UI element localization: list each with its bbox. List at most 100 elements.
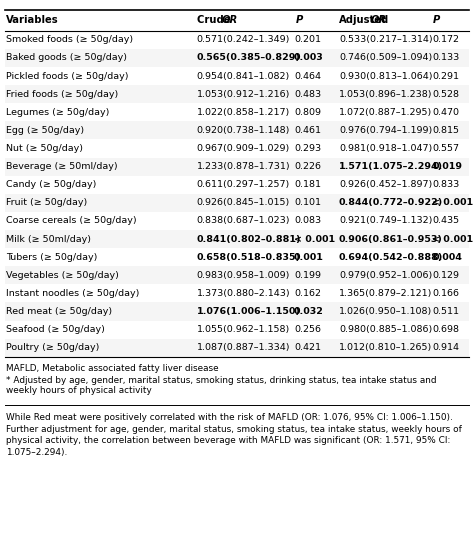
- Text: 1.076(1.006–1.150): 1.076(1.006–1.150): [197, 307, 301, 316]
- Text: Nut (≥ 50g/day): Nut (≥ 50g/day): [6, 144, 82, 153]
- Text: Seafood (≥ 50g/day): Seafood (≥ 50g/day): [6, 325, 105, 334]
- Text: 0.611(0.297–1.257): 0.611(0.297–1.257): [197, 180, 290, 189]
- Text: 0.032: 0.032: [294, 307, 324, 316]
- Text: Pickled foods (≥ 50g/day): Pickled foods (≥ 50g/day): [6, 71, 128, 81]
- Text: 0.101: 0.101: [294, 198, 321, 208]
- Text: weekly hours of physical activity: weekly hours of physical activity: [6, 386, 151, 395]
- Text: MAFLD, Metabolic associated fatty liver disease: MAFLD, Metabolic associated fatty liver …: [6, 364, 219, 373]
- Text: 0.483: 0.483: [294, 89, 321, 99]
- Text: 0.815: 0.815: [432, 126, 459, 135]
- Bar: [5, 158, 469, 176]
- Text: 0.920(0.738–1.148): 0.920(0.738–1.148): [197, 126, 290, 135]
- Text: Tubers (≥ 50g/day): Tubers (≥ 50g/day): [6, 253, 97, 262]
- Bar: [5, 85, 469, 103]
- Text: < 0.001: < 0.001: [432, 234, 474, 244]
- Text: 0.511: 0.511: [432, 307, 459, 316]
- Text: 0.226: 0.226: [294, 162, 321, 171]
- Text: 0.981(0.918–1.047): 0.981(0.918–1.047): [339, 144, 432, 153]
- Text: 0.841(0.802–0.881): 0.841(0.802–0.881): [197, 234, 301, 244]
- Text: 0.256: 0.256: [294, 325, 321, 334]
- Text: Red meat (≥ 50g/day): Red meat (≥ 50g/day): [6, 307, 112, 316]
- Text: 1.026(0.950–1.108): 1.026(0.950–1.108): [339, 307, 432, 316]
- Text: 0.906(0.861–0.953): 0.906(0.861–0.953): [339, 234, 443, 244]
- Text: 1.053(0.912–1.216): 1.053(0.912–1.216): [197, 89, 290, 99]
- Bar: [5, 121, 469, 139]
- Text: 0.571(0.242–1.349): 0.571(0.242–1.349): [197, 35, 290, 44]
- Text: Variables: Variables: [6, 15, 58, 25]
- Text: 0.421: 0.421: [294, 343, 321, 352]
- Text: 0.166: 0.166: [432, 289, 459, 298]
- Text: Fried foods (≥ 50g/day): Fried foods (≥ 50g/day): [6, 89, 118, 99]
- Text: Milk (≥ 50ml/day): Milk (≥ 50ml/day): [6, 234, 91, 244]
- Text: Fruit (≥ 50g/day): Fruit (≥ 50g/day): [6, 198, 87, 208]
- Text: 1.022(0.858–1.217): 1.022(0.858–1.217): [197, 108, 290, 117]
- Text: 0.293: 0.293: [294, 144, 321, 153]
- Text: Smoked foods (≥ 50g/day): Smoked foods (≥ 50g/day): [6, 35, 133, 44]
- Text: 0.464: 0.464: [294, 71, 321, 81]
- Text: P: P: [433, 15, 441, 25]
- Text: OR: OR: [370, 15, 386, 25]
- Text: 0.435: 0.435: [432, 216, 459, 226]
- Text: 1.012(0.810–1.265): 1.012(0.810–1.265): [339, 343, 432, 352]
- Text: 0.528: 0.528: [432, 89, 459, 99]
- Text: Poultry (≥ 50g/day): Poultry (≥ 50g/day): [6, 343, 99, 352]
- Text: 0.019: 0.019: [432, 162, 462, 171]
- Text: 1.365(0.879–2.121): 1.365(0.879–2.121): [339, 289, 432, 298]
- Text: 0.001: 0.001: [294, 253, 324, 262]
- Text: Further adjustment for age, gender, marital status, smoking status, tea intake s: Further adjustment for age, gender, mari…: [6, 425, 462, 434]
- Text: Vegetables (≥ 50g/day): Vegetables (≥ 50g/day): [6, 271, 118, 280]
- Text: 0.838(0.687–1.023): 0.838(0.687–1.023): [197, 216, 290, 226]
- Text: 0.083: 0.083: [294, 216, 321, 226]
- Text: 1.233(0.878–1.731): 1.233(0.878–1.731): [197, 162, 291, 171]
- Text: 0.565(0.385–0.829): 0.565(0.385–0.829): [197, 53, 301, 63]
- Text: 0.172: 0.172: [432, 35, 459, 44]
- Text: 0.930(0.813–1.064): 0.930(0.813–1.064): [339, 71, 432, 81]
- Text: 0.976(0.794–1.199): 0.976(0.794–1.199): [339, 126, 432, 135]
- Text: 0.004: 0.004: [432, 253, 462, 262]
- Text: Instant noodles (≥ 50g/day): Instant noodles (≥ 50g/day): [6, 289, 139, 298]
- Text: Baked goods (≥ 50g/day): Baked goods (≥ 50g/day): [6, 53, 127, 63]
- Text: 0.133: 0.133: [432, 53, 459, 63]
- Text: Beverage (≥ 50ml/day): Beverage (≥ 50ml/day): [6, 162, 117, 171]
- Text: < 0.001: < 0.001: [294, 234, 335, 244]
- Text: Candy (≥ 50g/day): Candy (≥ 50g/day): [6, 180, 96, 189]
- Text: 1.075–2.294).: 1.075–2.294).: [6, 448, 67, 457]
- Text: 1.571(1.075–2.294): 1.571(1.075–2.294): [339, 162, 443, 171]
- Text: 0.983(0.958–1.009): 0.983(0.958–1.009): [197, 271, 290, 280]
- Text: P: P: [295, 15, 303, 25]
- Text: 0.979(0.952–1.006): 0.979(0.952–1.006): [339, 271, 432, 280]
- Text: < 0.001: < 0.001: [432, 198, 474, 208]
- Text: Adjusted: Adjusted: [339, 15, 389, 25]
- Text: 0.533(0.217–1.314): 0.533(0.217–1.314): [339, 35, 433, 44]
- Text: 1.072(0.887–1.295): 1.072(0.887–1.295): [339, 108, 432, 117]
- Text: 0.003: 0.003: [294, 53, 324, 63]
- Bar: [5, 230, 469, 248]
- Text: While Red meat were positively correlated with the risk of MAFLD (OR: 1.076, 95%: While Red meat were positively correlate…: [6, 413, 453, 422]
- Text: 1.055(0.962–1.158): 1.055(0.962–1.158): [197, 325, 290, 334]
- Text: 0.954(0.841–1.082): 0.954(0.841–1.082): [197, 71, 290, 81]
- Text: 0.694(0.542–0.888): 0.694(0.542–0.888): [339, 253, 443, 262]
- Text: 0.291: 0.291: [432, 71, 459, 81]
- Text: OR: OR: [221, 15, 237, 25]
- Text: 1.053(0.896–1.238): 1.053(0.896–1.238): [339, 89, 432, 99]
- Text: 0.914: 0.914: [432, 343, 459, 352]
- Text: 0.199: 0.199: [294, 271, 321, 280]
- Text: physical activity, the correlation between beverage with MAFLD was significant (: physical activity, the correlation betwe…: [6, 436, 450, 445]
- Text: 0.201: 0.201: [294, 35, 321, 44]
- Bar: [5, 49, 469, 67]
- Text: 0.921(0.749–1.132): 0.921(0.749–1.132): [339, 216, 432, 226]
- Text: 0.470: 0.470: [432, 108, 459, 117]
- Text: 0.833: 0.833: [432, 180, 459, 189]
- Bar: [5, 302, 469, 321]
- Text: Legumes (≥ 50g/day): Legumes (≥ 50g/day): [6, 108, 109, 117]
- Text: Egg (≥ 50g/day): Egg (≥ 50g/day): [6, 126, 84, 135]
- Bar: [5, 194, 469, 212]
- Text: 0.746(0.509–1.094): 0.746(0.509–1.094): [339, 53, 432, 63]
- Text: Coarse cereals (≥ 50g/day): Coarse cereals (≥ 50g/day): [6, 216, 137, 226]
- Text: 0.658(0.518–0.835): 0.658(0.518–0.835): [197, 253, 301, 262]
- Text: 0.698: 0.698: [432, 325, 459, 334]
- Text: * Adjusted by age, gender, marital status, smoking status, drinking status, tea : * Adjusted by age, gender, marital statu…: [6, 376, 436, 385]
- Bar: [5, 266, 469, 284]
- Text: 0.162: 0.162: [294, 289, 321, 298]
- Text: 0.926(0.452–1.897): 0.926(0.452–1.897): [339, 180, 432, 189]
